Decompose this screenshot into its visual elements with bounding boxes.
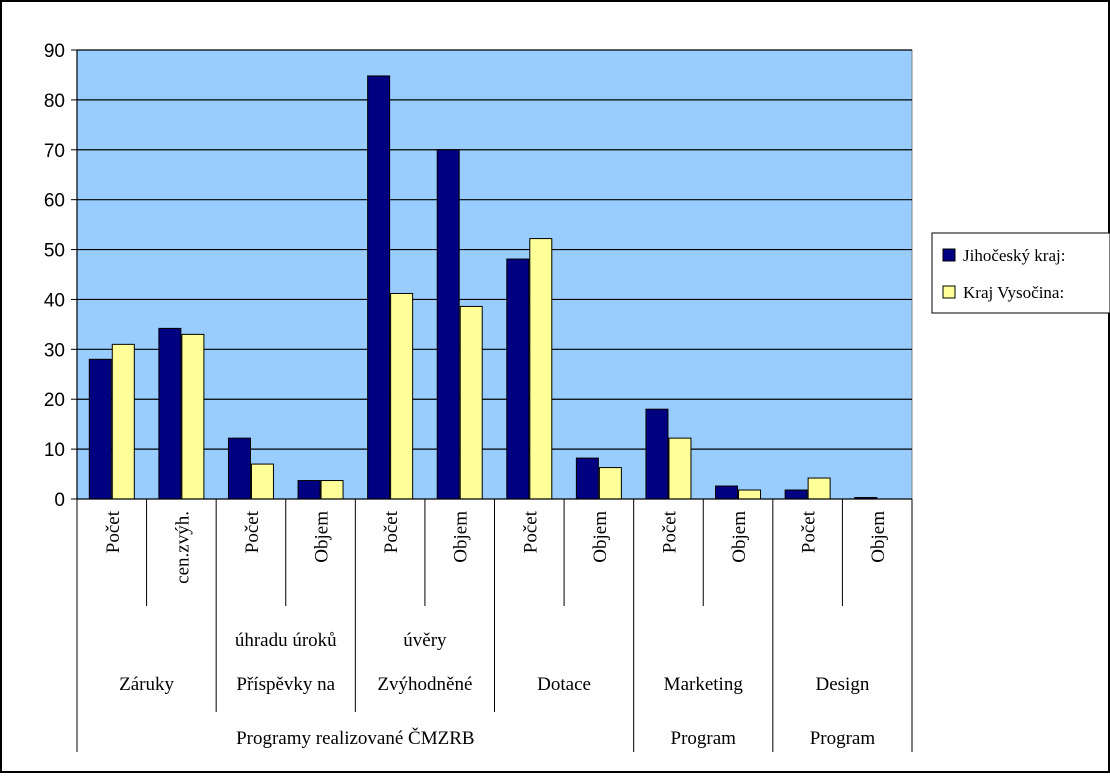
x-tick-label: Počet bbox=[242, 510, 263, 553]
bar-vysocina bbox=[529, 238, 553, 500]
bar-jihocesky bbox=[158, 327, 182, 500]
x-tick-label: Objem bbox=[590, 511, 611, 563]
bar-jihocesky bbox=[367, 75, 391, 500]
y-tick-label: 90 bbox=[44, 41, 65, 62]
x-tick-label: Objem bbox=[868, 511, 889, 563]
bar-vysocina bbox=[181, 333, 205, 500]
bar-vysocina bbox=[250, 463, 274, 500]
x-group-label: Záruky bbox=[119, 674, 174, 695]
bars bbox=[88, 75, 878, 500]
legend: Jihočeský kraj: Kraj Vysočina: bbox=[931, 232, 1110, 314]
y-tick-label: 20 bbox=[44, 390, 65, 411]
bar-jihocesky bbox=[784, 489, 808, 500]
gridlines bbox=[77, 49, 912, 450]
y-tick-label: 10 bbox=[44, 440, 65, 461]
x-group-label: Design bbox=[816, 674, 870, 695]
bar-vysocina bbox=[459, 305, 483, 500]
y-tick-label: 80 bbox=[44, 91, 65, 112]
y-axis: 0 10 20 30 40 50 60 70 80 90 bbox=[44, 41, 78, 511]
x-tick-label: Počet bbox=[659, 510, 680, 553]
plot-area bbox=[76, 49, 913, 500]
x-group-label: úvěry bbox=[403, 630, 447, 651]
bar-vysocina bbox=[738, 489, 762, 500]
y-tick-label: 40 bbox=[44, 290, 65, 311]
y-tick-label: 60 bbox=[44, 191, 65, 212]
bar-jihocesky bbox=[88, 358, 112, 500]
bar-jihocesky bbox=[297, 480, 321, 500]
x-group-label: Zvýhodněné bbox=[377, 674, 472, 695]
x-tick-label: Objem bbox=[451, 511, 472, 563]
x-group-label: Dotace bbox=[537, 674, 591, 695]
x-tick-label: cen.zvýh. bbox=[172, 511, 193, 584]
bar-jihocesky bbox=[506, 258, 530, 500]
bar-vysocina bbox=[390, 292, 414, 500]
x-group-label: úhradu úroků bbox=[235, 630, 337, 651]
y-tick-label: 0 bbox=[54, 490, 65, 511]
y-tick-label: 30 bbox=[44, 340, 65, 361]
x-group-label: Příspěvky na bbox=[236, 674, 335, 695]
y-tick-label: 70 bbox=[44, 141, 65, 162]
bar-vysocina bbox=[668, 437, 692, 500]
x-axis: Počet cen.zvýh. Počet Objem Počet Objem Počet O… bbox=[76, 498, 913, 752]
bar-jihocesky bbox=[227, 437, 251, 500]
bar-jihocesky bbox=[436, 149, 460, 500]
bar-vysocina bbox=[807, 477, 831, 500]
x-group-label: Marketing bbox=[664, 674, 744, 695]
legend-box bbox=[931, 232, 1110, 314]
x-tick-label: Počet bbox=[103, 510, 124, 553]
bar-jihocesky bbox=[715, 485, 739, 500]
x-tick-label: Počet bbox=[520, 510, 541, 553]
x-tick-label: Objem bbox=[729, 511, 750, 563]
legend-swatch-vysocina bbox=[942, 285, 956, 299]
bar-vysocina bbox=[320, 480, 344, 500]
bar-vysocina bbox=[111, 343, 135, 500]
y-tick-label: 50 bbox=[44, 241, 65, 262]
x-tick-label: Počet bbox=[381, 510, 402, 553]
x-supergroup-label: Program bbox=[671, 728, 737, 749]
legend-swatch-jihocesky bbox=[942, 248, 956, 262]
legend-label-vysocina: Kraj Vysočina: bbox=[963, 283, 1064, 302]
x-tick-label: Počet bbox=[799, 510, 820, 553]
x-supergroup-label: Programy realizované ČMZRB bbox=[236, 727, 475, 749]
bar-jihocesky bbox=[575, 457, 599, 500]
bar-jihocesky bbox=[645, 408, 669, 500]
x-tick-label: Objem bbox=[312, 511, 333, 563]
x-supergroup-label: Program bbox=[810, 728, 876, 749]
legend-label-jihocesky: Jihočeský kraj: bbox=[963, 246, 1065, 265]
bar-vysocina bbox=[598, 467, 622, 500]
